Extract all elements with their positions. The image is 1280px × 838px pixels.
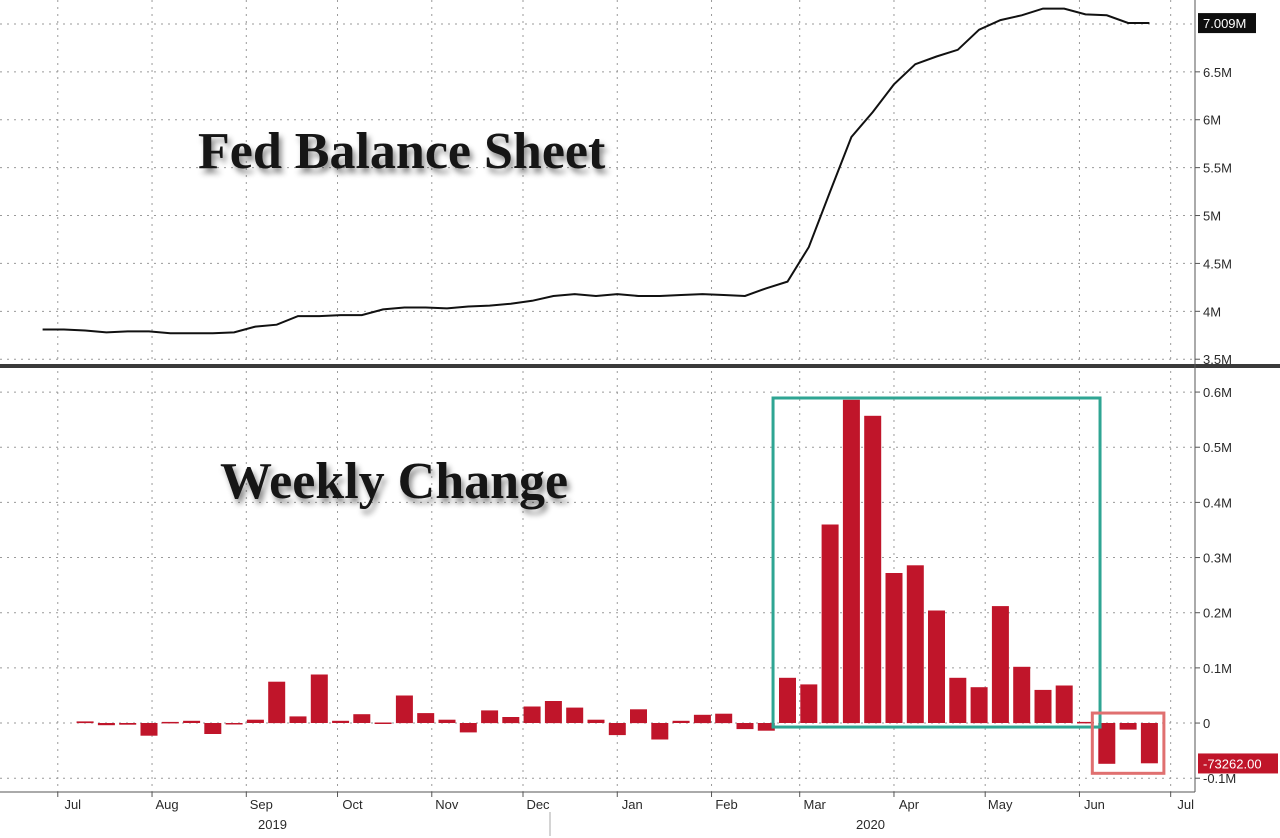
bottom-tick-label: 0.3M [1203, 551, 1232, 566]
weekly-change-bar [693, 714, 711, 724]
month-tick-label: Nov [435, 797, 459, 812]
weekly-change-bar [1013, 666, 1031, 724]
month-tick-label: Jan [622, 797, 643, 812]
weekly-change-bar [395, 695, 413, 724]
weekly-change-bar [842, 399, 860, 724]
weekly-change-bar [864, 415, 882, 724]
weekly-change-bar [970, 687, 988, 724]
weekly-change-bar [757, 723, 775, 731]
bottom-tick-label: 0 [1203, 716, 1210, 731]
top-tick-label: 5.5M [1203, 161, 1232, 176]
weekly-change-bar [140, 723, 158, 736]
top-panel-title: Fed Balance Sheet [198, 123, 606, 180]
bottom-tick-label: 0.1M [1203, 661, 1232, 676]
bottom-tick-label: 0.6M [1203, 385, 1232, 400]
weekly-change-bar [225, 723, 243, 725]
weekly-change-bar [587, 719, 605, 723]
highlight-box-qe-surge [771, 396, 1102, 729]
weekly-change-bar [800, 684, 818, 723]
weekly-change-bar [76, 721, 94, 724]
last-value-badge-top: 7.009M [1198, 13, 1256, 34]
month-tick-label: Dec [526, 797, 550, 812]
top-tick-label: 4.5M [1203, 256, 1232, 271]
weekly-change-bar [438, 719, 456, 723]
bottom-tick-label: 0.4M [1203, 495, 1232, 510]
bottom-tick-label: 0.5M [1203, 440, 1232, 455]
month-tick-label: Sep [250, 797, 273, 812]
month-tick-label: Oct [342, 797, 363, 812]
month-tick-label: Jul [1177, 797, 1194, 812]
weekly-change-bar [1119, 723, 1137, 730]
bottom-panel-title: Weekly Change [220, 453, 568, 510]
weekly-change-bar [608, 723, 626, 736]
weekly-change-bar [523, 706, 541, 723]
month-tick-label: Jul [64, 797, 81, 812]
x-axis-month-ticks: Jul Aug Sep Oct Nov Dec Jan Feb Mar Apr May Jun Jul [57, 792, 1194, 812]
weekly-change-bar [736, 723, 754, 730]
weekly-change-bar [161, 721, 179, 724]
top-tick-label: 5M [1203, 209, 1221, 224]
weekly-change-bar [183, 720, 201, 723]
last-value-label-top: 7.009M [1203, 16, 1246, 31]
weekly-change-bar [1077, 721, 1094, 724]
month-tick-label: May [988, 797, 1013, 812]
top-y-axis-ticks: 3.5M 4M 4.5M 5M 5.5M 6M 6.5M [1195, 65, 1232, 367]
balance-sheet-line [42, 7, 1150, 335]
weekly-change-bar [630, 709, 647, 724]
weekly-change-bar [289, 716, 307, 723]
top-tick-label: 6M [1203, 113, 1221, 128]
weekly-change-bar [1098, 723, 1116, 764]
top-tick-label: 3.5M [1203, 352, 1232, 367]
month-tick-label: Feb [715, 797, 737, 812]
weekly-change-bar [204, 723, 222, 734]
weekly-change-bar [119, 723, 137, 725]
bottom-y-axis-ticks: -0.1M 0 0.1M 0.2M 0.3M 0.4M 0.5M 0.6M [1195, 385, 1236, 786]
weekly-change-bar [1034, 689, 1052, 723]
weekly-change-bar [779, 677, 796, 723]
month-tick-label: Mar [804, 797, 827, 812]
weekly-change-bar [928, 610, 945, 723]
weekly-change-bar [544, 701, 562, 724]
weekly-change-bar [246, 719, 264, 723]
weekly-change-bar [97, 723, 115, 726]
weekly-change-bar [821, 524, 839, 724]
month-tick-label: Jun [1084, 797, 1105, 812]
weekly-change-bar [459, 723, 477, 733]
last-value-label-bottom: -73262.00 [1203, 756, 1262, 771]
year-label-2020: 2020 [856, 817, 885, 832]
month-tick-label: Apr [899, 797, 920, 812]
weekly-change-bar [268, 681, 286, 724]
top-tick-label: 4M [1203, 304, 1221, 319]
weekly-change-bar [991, 606, 1009, 723]
weekly-change-bar [353, 714, 371, 723]
weekly-change-bar [310, 674, 328, 723]
weekly-change-bar [374, 722, 392, 724]
weekly-change-bar [566, 707, 584, 723]
weekly-change-bar [949, 677, 967, 723]
weekly-change-bar [417, 713, 435, 723]
weekly-change-bar [1055, 685, 1073, 723]
year-label-2019: 2019 [258, 817, 287, 832]
last-value-badge-bottom: -73262.00 [1198, 753, 1278, 774]
weekly-change-bars [76, 399, 1158, 764]
weekly-change-bar [672, 720, 690, 723]
weekly-change-bar [906, 565, 924, 724]
weekly-change-bar [332, 720, 350, 723]
weekly-change-bar [885, 573, 903, 723]
weekly-change-bar [715, 713, 733, 724]
weekly-change-bar [651, 723, 669, 740]
bottom-tick-label: 0.2M [1203, 606, 1232, 621]
weekly-change-bar [1140, 723, 1158, 764]
highlight-box-recent-decline [1090, 711, 1166, 775]
bottom-tick-label: -0.1M [1203, 771, 1236, 786]
top-panel-grid [0, 23, 1195, 360]
top-tick-label: 6.5M [1203, 65, 1232, 80]
month-tick-label: Aug [155, 797, 178, 812]
weekly-change-bar [481, 710, 499, 724]
weekly-change-bar [502, 717, 520, 724]
